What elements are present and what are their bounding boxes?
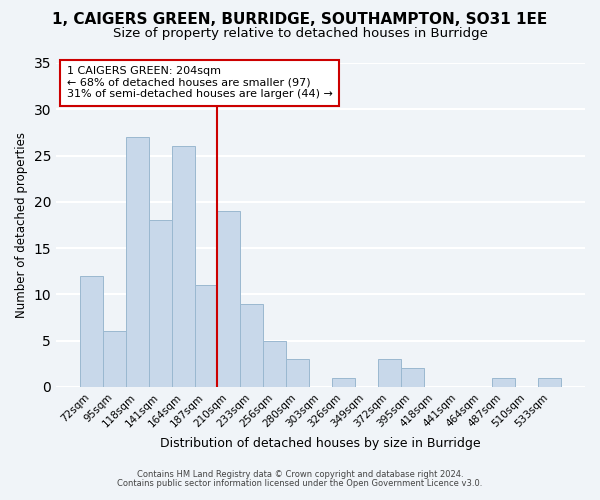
Text: 1, CAIGERS GREEN, BURRIDGE, SOUTHAMPTON, SO31 1EE: 1, CAIGERS GREEN, BURRIDGE, SOUTHAMPTON,…: [52, 12, 548, 28]
Bar: [332, 378, 355, 387]
Bar: [263, 340, 286, 387]
X-axis label: Distribution of detached houses by size in Burridge: Distribution of detached houses by size …: [160, 437, 481, 450]
Text: Contains HM Land Registry data © Crown copyright and database right 2024.: Contains HM Land Registry data © Crown c…: [137, 470, 463, 479]
Bar: [172, 146, 194, 387]
Bar: [401, 368, 424, 387]
Bar: [149, 220, 172, 387]
Bar: [194, 285, 217, 387]
Bar: [492, 378, 515, 387]
Text: Size of property relative to detached houses in Burridge: Size of property relative to detached ho…: [113, 28, 487, 40]
Bar: [217, 211, 241, 387]
Bar: [126, 137, 149, 387]
Text: 1 CAIGERS GREEN: 204sqm
← 68% of detached houses are smaller (97)
31% of semi-de: 1 CAIGERS GREEN: 204sqm ← 68% of detache…: [67, 66, 332, 100]
Bar: [286, 359, 309, 387]
Text: Contains public sector information licensed under the Open Government Licence v3: Contains public sector information licen…: [118, 478, 482, 488]
Bar: [103, 332, 126, 387]
Bar: [378, 359, 401, 387]
Y-axis label: Number of detached properties: Number of detached properties: [15, 132, 28, 318]
Bar: [80, 276, 103, 387]
Bar: [241, 304, 263, 387]
Bar: [538, 378, 561, 387]
